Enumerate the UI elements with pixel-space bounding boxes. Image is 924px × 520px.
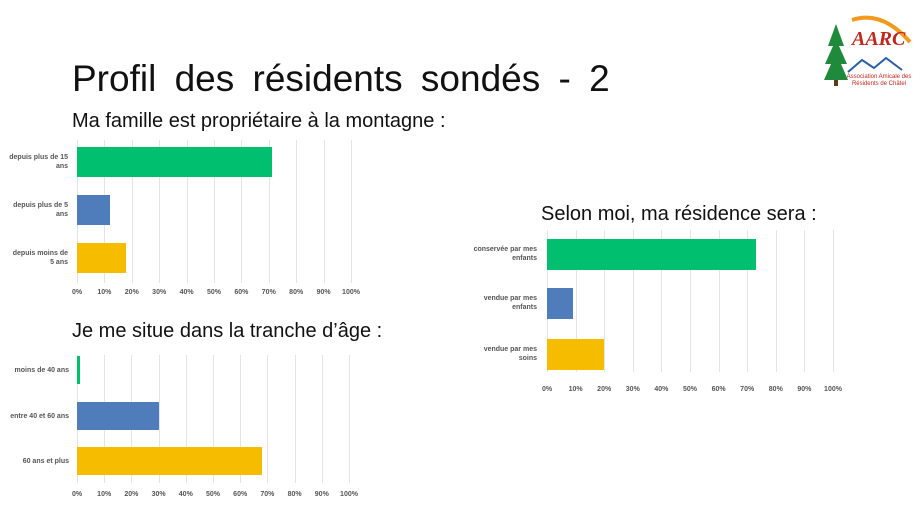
x-tick-label: 70%: [740, 386, 755, 393]
x-tick-label: 90%: [316, 289, 331, 296]
chart-title: Ma famille est propriétaire à la montagn…: [72, 110, 446, 132]
grid-line: [185, 355, 187, 483]
bar: [547, 287, 573, 319]
category-label: depuis moins de 5 ans: [12, 250, 68, 266]
x-tick-label: 60%: [233, 491, 248, 498]
slide-title: Profil des résidents sondés - 2: [72, 58, 610, 99]
category-label: 60 ans et plus: [22, 457, 69, 465]
bar: [77, 195, 110, 225]
category-label: vendue par mes enfants: [483, 295, 537, 311]
x-tick-label: 100%: [340, 491, 358, 498]
x-tick-label: 80%: [768, 386, 783, 393]
bar: [77, 402, 159, 430]
grid-line: [575, 230, 577, 372]
bar: [547, 238, 756, 270]
x-tick-label: 20%: [124, 289, 139, 296]
grid-line: [213, 355, 214, 483]
grid-line: [294, 355, 296, 483]
logo-graphic: [824, 15, 912, 86]
x-tick-label: 70%: [260, 491, 275, 498]
category-label: vendue par mes soins: [483, 346, 537, 362]
x-tick-label: 30%: [152, 289, 167, 296]
grid-line: [240, 355, 242, 483]
grid-line: [690, 230, 691, 372]
x-tick-label: 30%: [625, 386, 640, 393]
x-tick-label: 60%: [711, 386, 726, 393]
x-tick-label: 40%: [179, 289, 194, 296]
x-tick-label: 50%: [206, 289, 222, 296]
grid-line: [241, 140, 243, 283]
x-tick-label: 30%: [151, 491, 166, 498]
x-tick-label: 50%: [682, 386, 698, 393]
x-tick-label: 40%: [178, 491, 193, 498]
chart-title: Selon moi, ma résidence sera :: [541, 203, 817, 225]
bar: [547, 338, 605, 370]
logo-name: AARC: [852, 28, 906, 50]
category-label: depuis plus de 5 ans: [13, 202, 68, 218]
x-tick-label: 90%: [797, 386, 812, 393]
x-tick-label: 0%: [541, 386, 553, 393]
grid-line: [267, 355, 269, 483]
grid-line: [296, 140, 298, 283]
x-tick-label: 0%: [71, 491, 83, 498]
bar: [77, 243, 127, 273]
x-tick-label: 20%: [124, 491, 139, 498]
grid-line: [833, 230, 834, 372]
grid-line: [661, 230, 663, 372]
x-tick-label: 100%: [824, 386, 842, 393]
grid-line: [186, 140, 188, 283]
grid-line: [804, 230, 806, 372]
grid-line: [351, 140, 352, 283]
category-label: depuis plus de 15 ans: [9, 154, 68, 170]
bar: [77, 356, 80, 384]
logo: AARC Association Amicale des Résidents d…: [822, 12, 914, 92]
category-label: conservée par mes enfants: [473, 246, 537, 262]
grid-line: [323, 140, 325, 283]
grid-line: [775, 230, 777, 372]
x-tick-label: 0%: [71, 289, 83, 296]
x-tick-label: 40%: [654, 386, 669, 393]
grid-line: [747, 230, 749, 372]
x-tick-label: 70%: [261, 289, 276, 296]
grid-line: [632, 230, 634, 372]
x-tick-label: 20%: [597, 386, 612, 393]
logo-line: Résidents de Châtel: [851, 81, 907, 87]
x-tick-label: 90%: [314, 491, 329, 498]
x-tick-label: 10%: [568, 386, 583, 393]
grid-line: [158, 355, 160, 483]
logo-line: Association Amicale des: [846, 74, 912, 80]
bar: [77, 147, 272, 177]
bar: [77, 447, 262, 475]
grid-line: [159, 140, 161, 283]
grid-line: [268, 140, 270, 283]
chart-title: Je me situe dans la tranche d’âge :: [72, 320, 383, 342]
x-tick-label: 80%: [287, 491, 302, 498]
grid-line: [131, 140, 133, 283]
grid-line: [604, 230, 606, 372]
grid-line: [214, 140, 215, 283]
x-tick-label: 60%: [234, 289, 249, 296]
x-tick-label: 80%: [289, 289, 304, 296]
x-tick-label: 10%: [97, 491, 112, 498]
category-label: moins de 40 ans: [14, 366, 69, 374]
grid-line: [718, 230, 720, 372]
x-tick-label: 10%: [97, 289, 112, 296]
grid-line: [321, 355, 323, 483]
x-tick-label: 100%: [342, 289, 360, 296]
x-tick-label: 50%: [205, 491, 221, 498]
category-label: entre 40 et 60 ans: [10, 412, 69, 420]
grid-line: [349, 355, 350, 483]
